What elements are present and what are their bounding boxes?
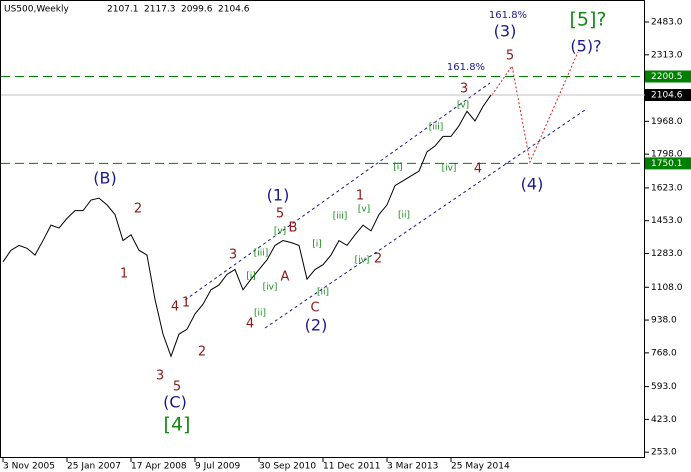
x-tick-label: 11 Dec 2011 [323, 462, 381, 472]
wave-label: 2 [198, 345, 206, 360]
wave-label: [v] [358, 205, 370, 215]
wave-label: [iii] [429, 123, 444, 133]
wave-label: (3) [494, 22, 517, 41]
y-tick-label: 1968.0 [651, 117, 683, 127]
wave-label: 3 [460, 82, 468, 97]
wave-label: 4 [171, 300, 179, 315]
wave-label: [i] [312, 240, 322, 250]
ohlc-value: 2099.6 [181, 5, 213, 15]
y-tick-label: 2483.0 [651, 17, 683, 27]
wave-label: 5 [506, 49, 514, 64]
wave-label: 1 [182, 296, 190, 311]
forecast-path [491, 51, 579, 164]
chart-title: US500,Weekly [4, 5, 69, 15]
wave-label: 4 [246, 317, 254, 332]
wave-label: [v] [457, 101, 469, 111]
wave-label: C [310, 301, 319, 316]
wave-label: [iii] [254, 249, 269, 259]
wave-label: [ii] [254, 309, 266, 319]
y-tick-label: 423.0 [651, 415, 677, 425]
y-tick-label: 768.0 [651, 348, 677, 358]
plot-border [0, 0, 645, 458]
wave-label: [ii] [398, 211, 410, 221]
upper-channel [184, 82, 491, 301]
x-tick-label: 25 Jan 2007 [67, 462, 121, 472]
level-label: 1750.1 [651, 159, 683, 169]
y-tick-label: 1283.0 [651, 249, 683, 259]
ohlc-value: 2104.6 [218, 5, 250, 15]
y-tick-label: 1623.0 [651, 183, 683, 193]
wave-label: (5)? [570, 37, 601, 56]
x-tick-label: 17 Apr 2008 [131, 462, 187, 472]
price-line [2, 94, 492, 358]
y-tick-label: 1453.0 [651, 216, 683, 226]
wave-label: [5]? [570, 9, 607, 31]
y-tick-label: 938.0 [651, 316, 677, 326]
wave-label: [ii] [317, 288, 329, 298]
level-label-box [645, 70, 691, 83]
wave-label: (C) [163, 393, 187, 412]
wave-label: 3 [156, 369, 164, 384]
y-tick-label: 2313.0 [651, 50, 683, 60]
wave-label: 5 [173, 380, 181, 395]
y-tick-label: 1108.0 [651, 283, 683, 293]
wave-label: 4 [474, 162, 482, 177]
wave-label: 5 [276, 207, 284, 222]
wave-label: [iv] [442, 164, 457, 174]
x-tick-label: 3 Nov 2005 [3, 462, 55, 472]
wave-label: 2 [374, 252, 382, 267]
wave-label: (B) [93, 169, 116, 188]
last-price-label: 2104.6 [651, 90, 683, 100]
wave-label: 161.8% [447, 62, 485, 73]
wave-label: [iv] [355, 256, 370, 266]
wave-label: (1) [267, 186, 290, 205]
wave-label: 161.8% [489, 10, 527, 21]
y-tick-label: 593.0 [651, 382, 677, 392]
level-label: 2200.5 [651, 72, 683, 82]
channel-lines [184, 82, 586, 329]
level-label-box [645, 157, 691, 170]
wave-label: 1 [120, 267, 128, 282]
x-tick-label: 25 May 2014 [451, 462, 510, 472]
wave-label: 2 [134, 202, 142, 217]
ohlc-value: 2107.1 [107, 5, 139, 15]
wave-label: A [281, 270, 290, 285]
last-price-box [645, 88, 691, 101]
ohlc-value: 2117.3 [144, 5, 176, 15]
x-tick-label: 3 Mar 2013 [387, 462, 438, 472]
x-tick-label: 9 Jul 2009 [195, 462, 240, 472]
wave-label: B [289, 221, 298, 236]
y-tick-label: 253.0 [651, 448, 677, 458]
wave-label: (2) [305, 316, 328, 335]
wave-label: [v] [274, 227, 286, 237]
wave-label: [i] [246, 272, 256, 282]
wave-label: (4) [521, 175, 544, 194]
wave-label: [iii] [333, 212, 348, 222]
wave-label: [4] [164, 414, 191, 436]
x-tick-label: 30 Sep 2010 [259, 462, 316, 472]
lower-channel [264, 109, 586, 329]
y-tick-label: 1798.0 [651, 150, 683, 160]
wave-label: 3 [229, 248, 237, 263]
wave-label: 1 [356, 189, 364, 204]
wave-label: [i] [393, 163, 403, 173]
wave-label: [iv] [263, 283, 278, 293]
ohlc-values: 2107.1 2117.3 2099.6 2104.6 [107, 5, 250, 15]
